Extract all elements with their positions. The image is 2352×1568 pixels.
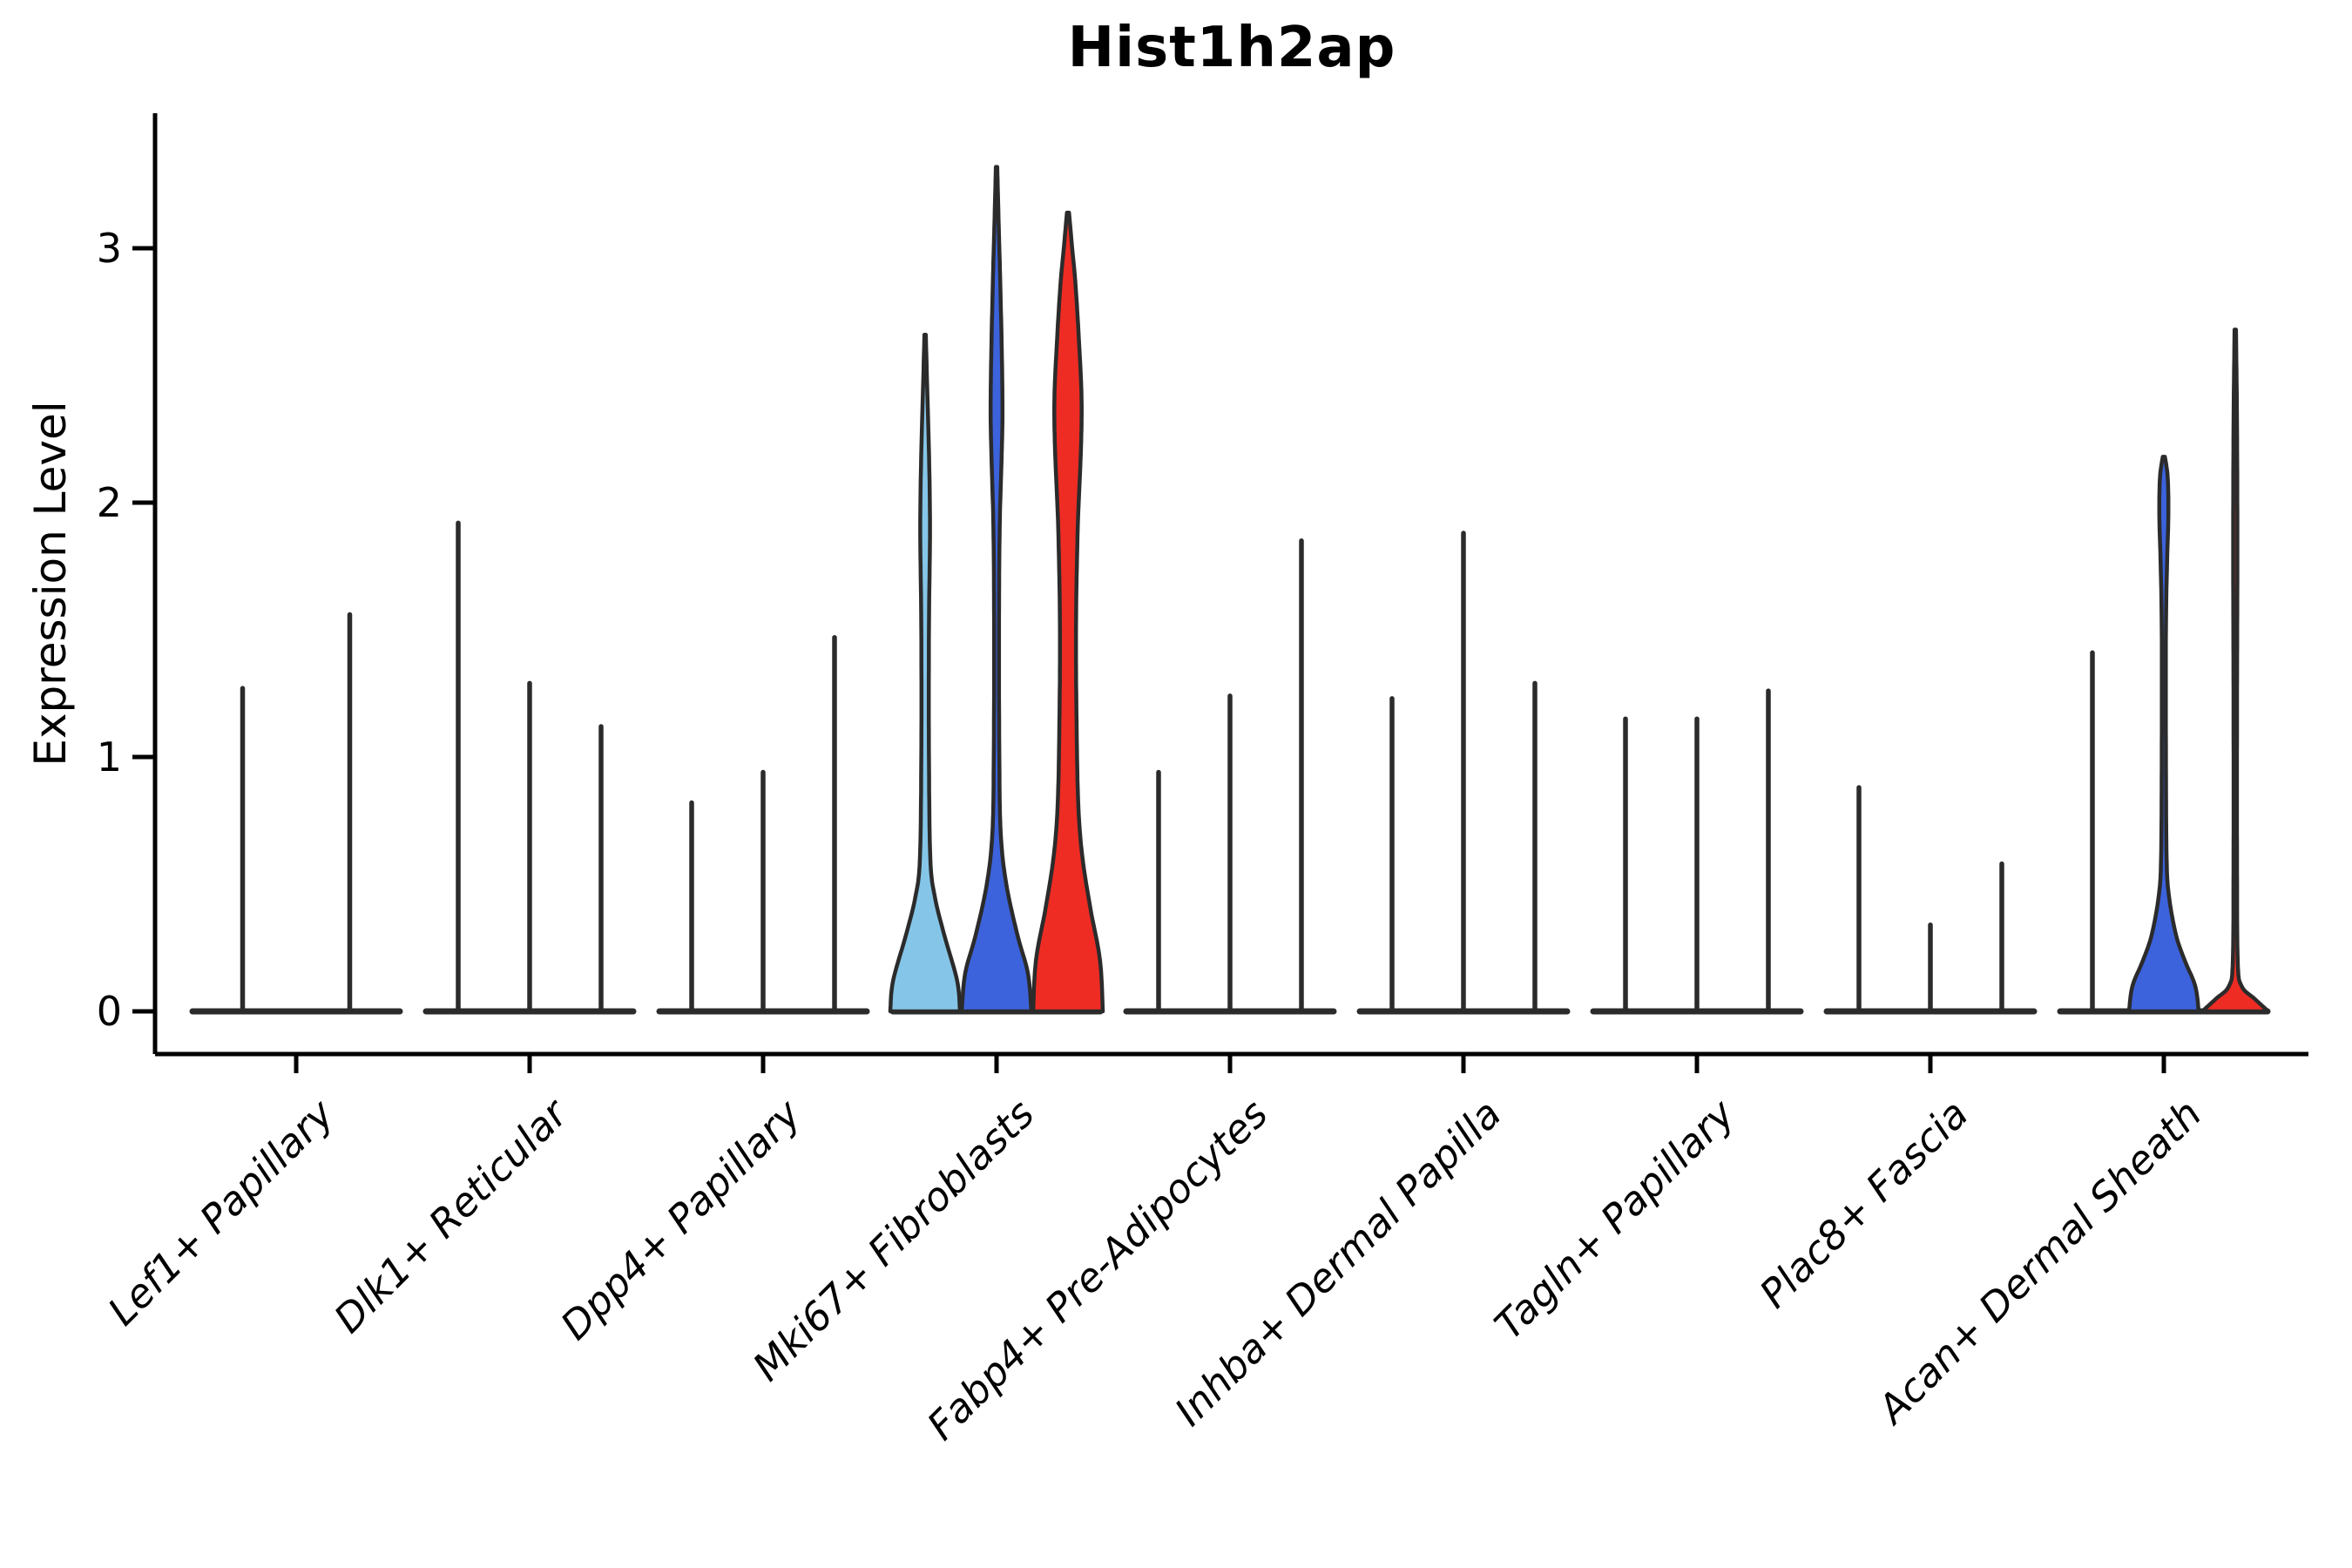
violin-shape — [2126, 455, 2201, 1014]
violin-shape — [888, 333, 963, 1014]
violin-shape — [959, 165, 1034, 1014]
y-tick-label: 0 — [97, 988, 122, 1035]
y-tick-label: 1 — [97, 733, 122, 781]
plot-title: Hist1h2ap — [1067, 16, 1396, 80]
violin-shape — [1031, 210, 1105, 1014]
violin-shape — [2200, 328, 2271, 1014]
y-tick-label: 3 — [97, 225, 122, 272]
y-tick-label: 2 — [97, 479, 122, 526]
